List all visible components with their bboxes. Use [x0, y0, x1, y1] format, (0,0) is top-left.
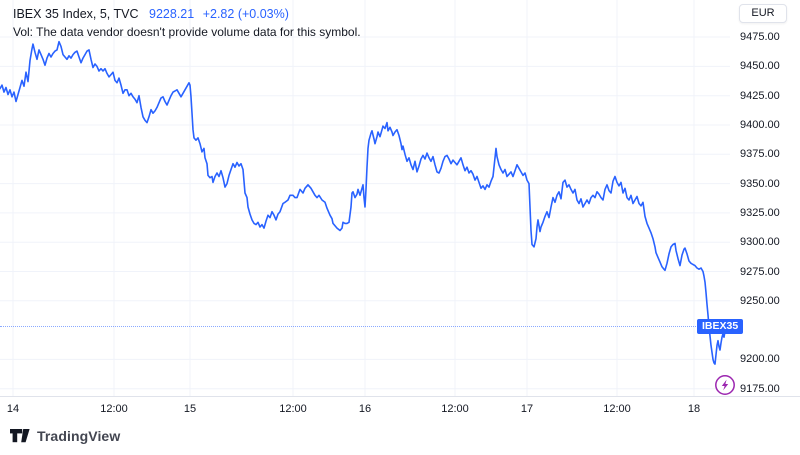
price-tick-label: 9475.00 — [740, 31, 780, 43]
tradingview-logo-text: TradingView — [37, 428, 121, 444]
time-tick-label: 14 — [6, 403, 20, 415]
tradingview-logo-icon — [10, 429, 30, 443]
symbol-price-tag: IBEX35 — [697, 319, 744, 334]
price-change-value: +2.82 (+0.03%) — [203, 7, 289, 21]
price-line-series — [0, 40, 727, 365]
time-tick-label: 12:00 — [441, 403, 469, 415]
current-price-line — [0, 326, 730, 327]
time-tick-label: 15 — [183, 403, 197, 415]
price-tick-label: 9450.00 — [740, 60, 780, 72]
change-percent: (+0.03%) — [237, 7, 289, 21]
time-tick-label: 16 — [358, 403, 372, 415]
chart-legend[interactable]: IBEX 35 Index, 5, TVC 9228.21 +2.82 (+0.… — [13, 6, 361, 40]
time-tick-label: 17 — [520, 403, 534, 415]
price-line-chart — [0, 0, 730, 396]
price-tick-label: 9325.00 — [740, 207, 780, 219]
price-scale[interactable]: EUR 9475.00 9450.00 9425.00 9400.00 9375.00 9… — [730, 0, 800, 396]
currency-button[interactable]: EUR — [739, 4, 787, 23]
change-absolute: +2.82 — [202, 7, 235, 21]
tradingview-attribution[interactable]: TradingView — [10, 428, 120, 444]
vertical-gridlines — [12, 0, 695, 396]
time-scale[interactable]: 14 12:00 15 12:00 16 12:00 17 12:00 18 — [0, 396, 800, 420]
time-tick-label: 18 — [687, 403, 701, 415]
price-tick-label: 9425.00 — [740, 90, 780, 102]
volume-note: Vol: The data vendor doesn't provide vol… — [13, 25, 361, 39]
chart-plot-area[interactable]: IBEX 35 Index, 5, TVC 9228.21 +2.82 (+0.… — [0, 0, 735, 396]
time-tick-label: 12:00 — [279, 403, 307, 415]
lightning-marker-icon[interactable] — [714, 374, 736, 401]
symbol-title[interactable]: IBEX 35 Index, 5, TVC — [13, 7, 139, 21]
price-tick-label: 9200.00 — [740, 353, 780, 365]
last-price-value: 9228.21 — [149, 7, 195, 21]
price-tick-label: 9250.00 — [740, 295, 780, 307]
price-tick-label: 9275.00 — [740, 266, 780, 278]
price-tick-label: 9300.00 — [740, 236, 780, 248]
price-tick-label: 9375.00 — [740, 148, 780, 160]
price-tick-label: 9175.00 — [740, 383, 780, 395]
price-tick-label: 9400.00 — [740, 119, 780, 131]
time-tick-label: 12:00 — [100, 403, 128, 415]
legend-symbol-row: IBEX 35 Index, 5, TVC 9228.21 +2.82 (+0.… — [13, 6, 361, 23]
price-tick-label: 9350.00 — [740, 178, 780, 190]
time-tick-label: 12:00 — [603, 403, 631, 415]
